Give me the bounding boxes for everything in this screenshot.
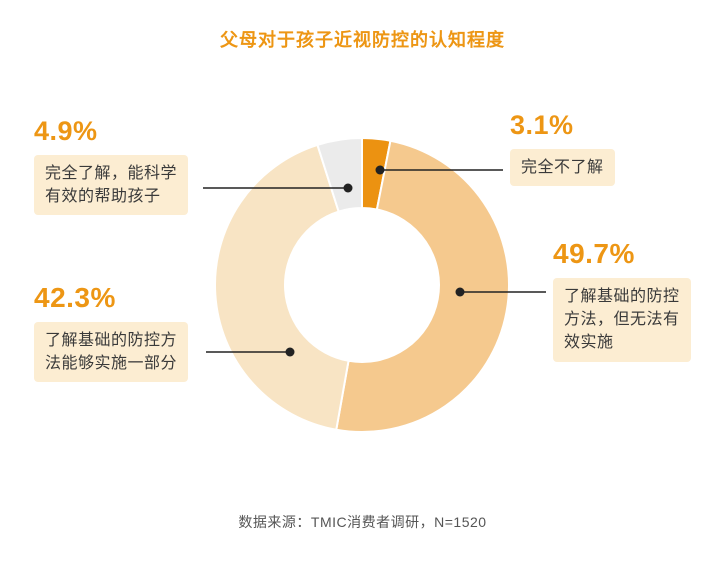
donut-segment-1 bbox=[335, 139, 510, 433]
percentage-know-none: 3.1% bbox=[510, 110, 574, 140]
donut-segment-2 bbox=[214, 143, 350, 431]
callout-dot-know-basic-cant bbox=[455, 287, 465, 297]
callout-dot-know-basic-partial bbox=[285, 347, 295, 357]
chart-title: 父母对于孩子近视防控的认知程度 bbox=[220, 30, 505, 50]
percentage-know-fully: 4.9% bbox=[34, 116, 98, 146]
label-box-know-none: 完全不了解 bbox=[510, 149, 615, 187]
callout-know-basic-partial: 42.3% 了解基础的防控方 法能够实施一部分 bbox=[34, 282, 189, 383]
label-box-know-fully: 完全了解，能科学 有效的帮助孩子 bbox=[34, 155, 189, 216]
callout-dot-know-none bbox=[375, 165, 385, 175]
callout-know-fully: 4.9% 完全了解，能科学 有效的帮助孩子 bbox=[34, 116, 189, 216]
percentage-know-basic-partial: 42.3% bbox=[34, 282, 116, 313]
callout-connectors bbox=[203, 165, 546, 357]
label-box-know-basic-cant: 了解基础的防控 方法，但无法有 效实施 bbox=[553, 278, 691, 362]
donut-segments bbox=[214, 136, 510, 433]
callout-know-none: 3.1% 完全不了解 bbox=[510, 110, 615, 187]
callout-know-basic-cant: 49.7% 了解基础的防控 方法，但无法有 效实施 bbox=[553, 238, 691, 362]
donut-segment-3 bbox=[316, 136, 363, 213]
label-box-know-basic-partial: 了解基础的防控方 法能够实施一部分 bbox=[34, 322, 189, 383]
percentage-know-basic-cant: 49.7% bbox=[553, 238, 635, 269]
data-source-note: 数据来源：TMIC消费者调研，N=1520 bbox=[238, 514, 487, 530]
callout-dot-know-fully bbox=[343, 183, 353, 193]
